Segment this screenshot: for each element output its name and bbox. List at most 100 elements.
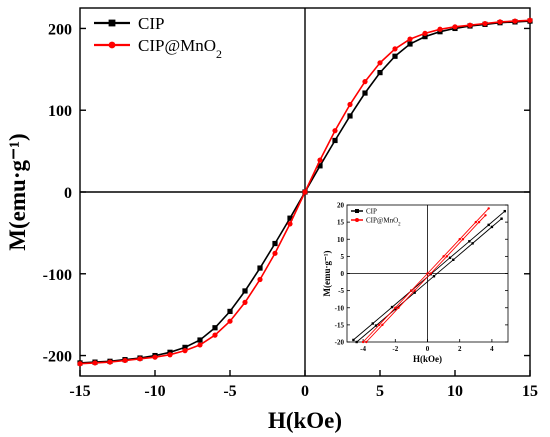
- x-tick-label: -5: [223, 383, 236, 400]
- inset-y-tick-label: -5: [338, 287, 344, 295]
- data-point: [467, 22, 473, 28]
- data-point: [212, 332, 218, 338]
- inset-data-point: [381, 323, 384, 327]
- data-point: [182, 344, 188, 350]
- data-point: [347, 101, 353, 108]
- data-point: [362, 79, 368, 85]
- data-point: [167, 352, 173, 358]
- data-point: [242, 299, 248, 305]
- data-point: [152, 354, 158, 360]
- inset-data-point: [410, 289, 413, 292]
- data-point: [317, 163, 323, 169]
- y-tick-label: -100: [43, 267, 72, 284]
- inset-y-tick-label: -10: [335, 304, 345, 312]
- inset-data-point: [426, 272, 429, 275]
- legend-label: CIP@MnO2: [138, 36, 222, 61]
- data-point: [257, 276, 263, 283]
- inset-data-point: [371, 322, 374, 325]
- legend-label: CIP: [138, 14, 164, 33]
- inset-data-point: [355, 340, 358, 344]
- legend-marker: [108, 19, 116, 27]
- data-point: [527, 17, 533, 23]
- inset-data-point: [365, 340, 368, 344]
- x-tick-label: 10: [447, 383, 463, 400]
- data-point: [227, 308, 233, 314]
- data-point: [512, 18, 518, 24]
- data-point: [242, 288, 248, 294]
- inset-data-point: [452, 258, 455, 261]
- main-plot: -15 -10 -5 0 5 10 15 -200 -100 0 100 200 H(kOe) M(emu…: [5, 7, 538, 433]
- data-point: [137, 356, 143, 362]
- inset-data-point: [378, 323, 381, 327]
- inset-data-point: [394, 307, 397, 311]
- inset-legend-label: CIP@MnO2: [366, 217, 401, 228]
- y-tick-label: 100: [48, 103, 72, 120]
- inset-data-point: [468, 240, 471, 243]
- inset-plot: -4 -2 0 2 4-20-15-10-505101520H(kOe)M(emu·g⁻…: [322, 202, 509, 364]
- data-point: [392, 53, 398, 59]
- inset-y-tick-label: -20: [335, 339, 345, 347]
- data-point: [107, 359, 113, 365]
- inset-data-point: [445, 255, 449, 258]
- inset-x-tick-label: -4: [360, 345, 366, 353]
- y-tick-label: 200: [48, 21, 72, 38]
- inset-data-point: [490, 225, 494, 229]
- inset-data-point: [361, 340, 365, 344]
- inset-data-point: [413, 289, 416, 292]
- inset-data-point: [429, 272, 432, 275]
- inset-data-point: [413, 291, 416, 294]
- data-point: [257, 265, 263, 271]
- data-point: [437, 26, 443, 32]
- x-tick-label: 5: [376, 383, 384, 400]
- inset-series-cip-mno2: [361, 207, 490, 344]
- x-tick-label: 15: [522, 383, 538, 400]
- inset-data-point: [397, 306, 400, 309]
- data-point: [332, 137, 338, 144]
- data-point: [182, 348, 188, 354]
- inset-y-tick-label: 15: [337, 219, 345, 227]
- x-tick-label: -15: [69, 383, 90, 400]
- inset-data-point: [432, 275, 436, 278]
- inset-legend-label: CIP: [366, 208, 377, 216]
- x-tick-label: 0: [301, 383, 309, 400]
- data-point: [497, 19, 503, 25]
- data-point: [272, 240, 278, 247]
- inset-data-point: [352, 338, 355, 342]
- x-axis-title: H(kOe): [268, 408, 342, 433]
- data-point: [452, 24, 458, 30]
- data-point: [197, 342, 203, 348]
- legend-marker: [108, 41, 116, 49]
- inset-data-point: [390, 305, 394, 309]
- inset-x-tick-label: 2: [458, 345, 462, 353]
- data-point: [287, 215, 293, 221]
- inset-y-tick-label: -15: [335, 321, 345, 329]
- data-point: [422, 34, 428, 40]
- inset-y-axis-title: M(emu·g⁻¹): [322, 251, 332, 297]
- data-point: [407, 41, 413, 47]
- inset-x-tick-label: 4: [490, 345, 494, 353]
- inset-data-point: [503, 209, 506, 213]
- data-point: [392, 46, 398, 52]
- inset-data-point: [461, 238, 465, 241]
- y-tick-label: -200: [43, 349, 72, 366]
- inset-x-tick-label: 0: [426, 345, 430, 353]
- inset-legend-marker: [355, 218, 359, 222]
- data-point: [377, 70, 383, 76]
- x-tick-label: -10: [144, 383, 165, 400]
- inset-data-point: [487, 223, 490, 227]
- inset-data-point: [500, 217, 503, 220]
- data-point: [272, 250, 278, 256]
- data-point: [212, 325, 218, 331]
- data-point: [197, 337, 203, 343]
- inset-y-tick-label: 20: [337, 202, 345, 210]
- data-point: [122, 357, 128, 364]
- inset-data-point: [458, 238, 461, 241]
- inset-data-point: [448, 256, 452, 259]
- inset-data-point: [442, 255, 445, 258]
- inset-data-point: [474, 220, 477, 224]
- data-point: [317, 157, 323, 163]
- data-point: [347, 113, 353, 119]
- inset-data-point: [477, 220, 481, 224]
